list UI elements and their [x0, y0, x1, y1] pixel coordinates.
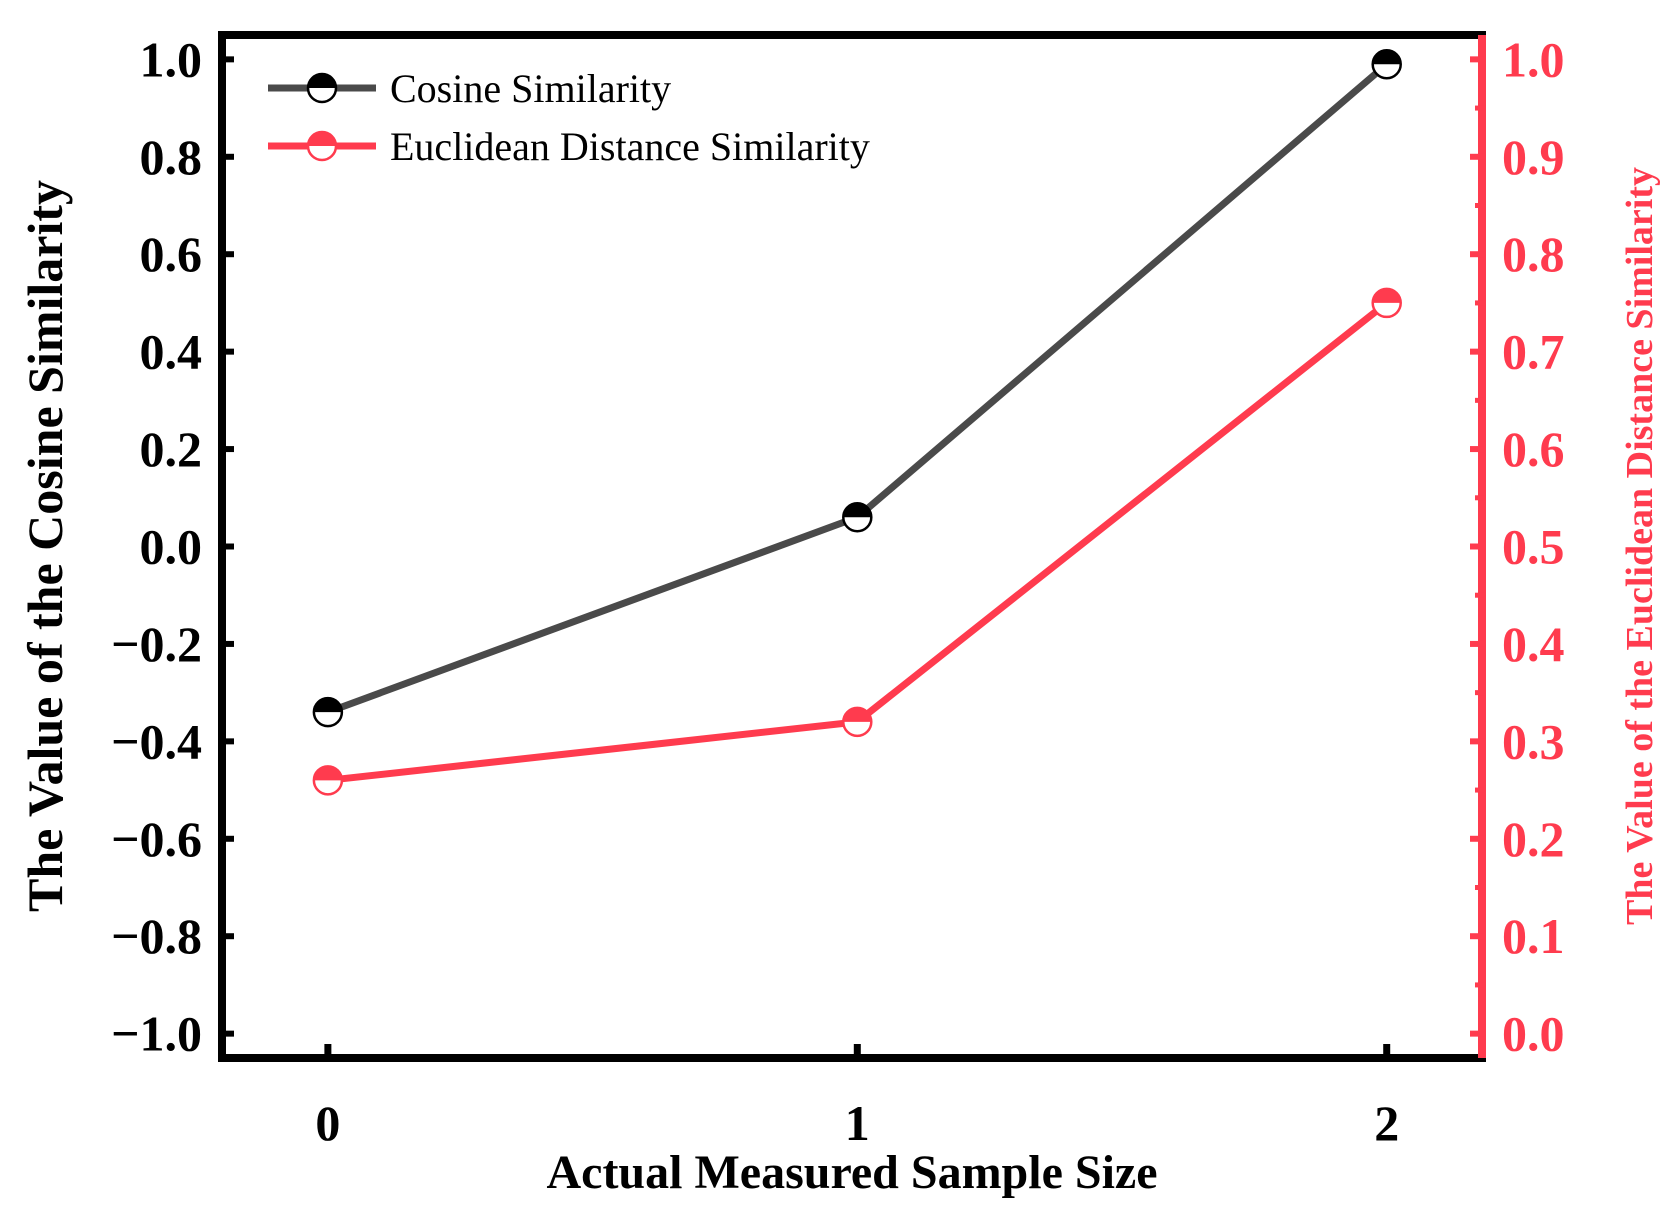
data-point-0-0: [312, 696, 344, 728]
legend: Cosine Similarity Euclidean Distance Simi…: [268, 66, 870, 169]
y2-tick-label: 0.7: [1502, 324, 1565, 380]
y2-tick-label: 0.6: [1502, 421, 1565, 477]
y2-tick-label: 0.8: [1502, 226, 1565, 282]
data-point-0-1: [842, 502, 873, 533]
y-tick-label: 0.2: [140, 421, 203, 477]
legend-marker-0: [306, 72, 338, 104]
data-point-0-2: [1371, 48, 1402, 80]
y-axis-title: The Value of the Cosine Similarity: [17, 180, 73, 912]
y2-tick-label: 0.4: [1502, 616, 1565, 672]
y2-tick-label: 0.2: [1502, 811, 1565, 867]
y-tick-label: 0.4: [140, 324, 203, 380]
legend-marker-1: [306, 130, 338, 162]
y-tick-label: −0.8: [111, 908, 202, 964]
y2-tick-label: 1.0: [1502, 31, 1565, 87]
y2-tick-label: 0.9: [1502, 129, 1565, 185]
ticks-layer: −1.0 −0.8 −0.6 −0.4 −0.2 0.0 0.2 0.4 0.6 0.8 1.0 0.…: [111, 31, 1565, 1151]
legend-label-0: Cosine Similarity: [390, 66, 671, 111]
legend-label-1: Euclidean Distance Similarity: [390, 124, 870, 169]
y-tick-label: 0.6: [140, 226, 203, 282]
y2-axis-title: The Value of the Euclidean Distance Simi…: [1619, 167, 1661, 925]
y-tick-label: −0.2: [111, 616, 202, 672]
y-tick-label: 0.8: [140, 129, 203, 185]
y2-tick-label: 0.1: [1502, 908, 1565, 964]
x-tick-label: 2: [1374, 1095, 1399, 1151]
y2-tick-label: 0.0: [1502, 1006, 1565, 1062]
y-tick-label: 0.0: [140, 519, 203, 575]
x-tick-label: 0: [315, 1095, 340, 1151]
x-tick-label: 1: [845, 1095, 870, 1151]
data-point-1-0: [312, 765, 344, 796]
y2-tick-label: 0.3: [1502, 713, 1565, 769]
y-tick-label: −0.4: [111, 713, 202, 769]
data-point-1-1: [842, 706, 873, 738]
plot-frame: [218, 31, 1486, 1062]
x-axis-title: Actual Measured Sample Size: [546, 1146, 1157, 1199]
series-layer: [312, 48, 1402, 796]
y2-tick-label: 0.5: [1502, 519, 1565, 575]
data-point-1-2: [1371, 287, 1402, 319]
y-tick-label: 1.0: [140, 31, 203, 87]
y-tick-label: −0.6: [111, 811, 202, 867]
y-tick-label: −1.0: [111, 1006, 202, 1062]
